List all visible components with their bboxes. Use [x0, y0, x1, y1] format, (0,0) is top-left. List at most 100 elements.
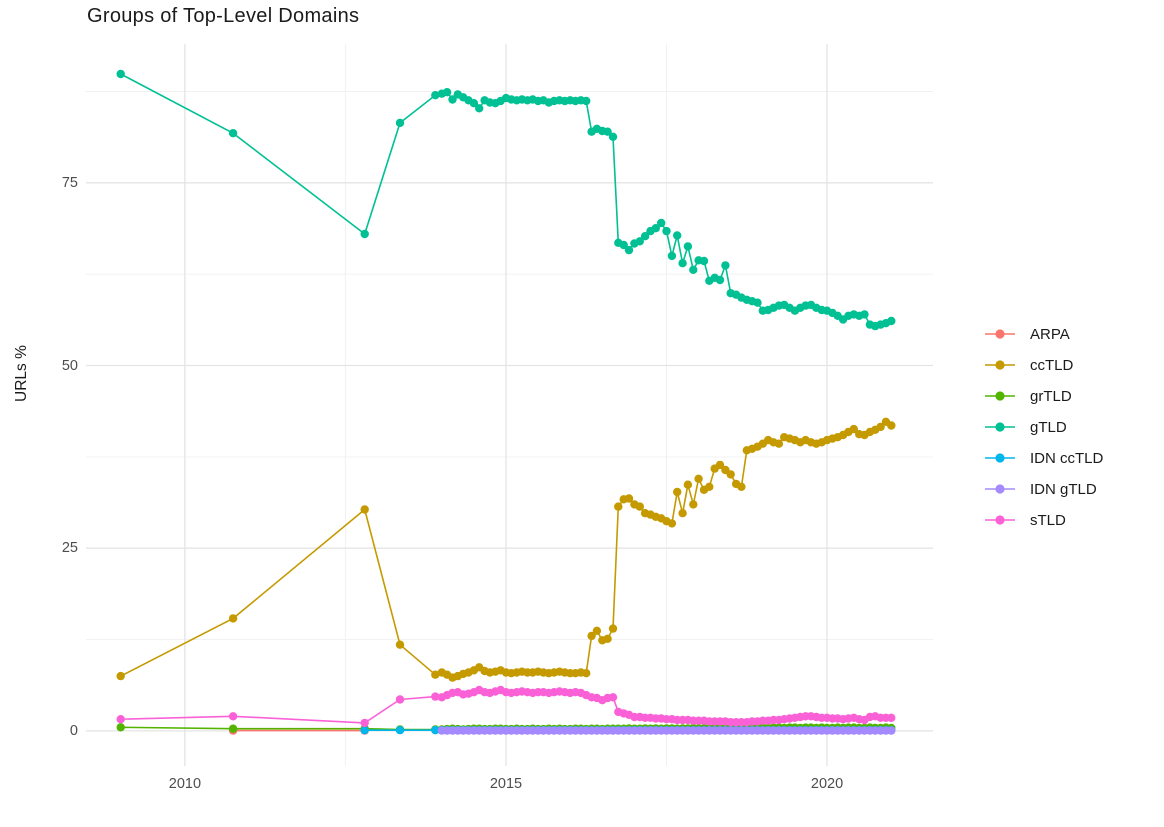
legend-item-grtld: grTLD	[984, 385, 1103, 407]
data-point	[228, 712, 238, 721]
data-point	[726, 470, 735, 479]
legend-key-icon	[985, 422, 1015, 432]
data-point	[582, 669, 591, 678]
legend-key-point	[995, 484, 1005, 494]
x-tick-label: 2015	[489, 776, 523, 792]
legend-label: ccTLD	[1030, 356, 1074, 374]
data-point	[683, 242, 693, 251]
data-point	[721, 261, 730, 270]
data-point	[876, 422, 885, 432]
data-point	[635, 237, 644, 246]
chart-title: Groups of Top-Level Domains	[87, 5, 360, 27]
legend-label: sTLD	[1030, 511, 1066, 529]
legend-label: grTLD	[1030, 387, 1072, 405]
legend-item-idn-cctld: IDN ccTLD	[984, 447, 1103, 469]
series-gtld-points	[116, 69, 896, 331]
data-point	[667, 251, 677, 261]
data-point	[442, 88, 452, 97]
data-point	[849, 424, 858, 434]
data-point	[689, 265, 698, 274]
series-cctld-points	[116, 417, 896, 682]
legend-label: ARPA	[1030, 325, 1070, 343]
y-tick-label: 75	[61, 174, 78, 191]
data-point	[582, 96, 591, 106]
data-point	[887, 421, 896, 430]
data-point	[887, 316, 896, 326]
data-point	[678, 259, 687, 268]
y-tick-label: 25	[61, 540, 78, 557]
legend-item-stld: sTLD	[984, 509, 1103, 531]
data-point	[395, 640, 405, 649]
legend-key-icon	[985, 391, 1015, 401]
data-point	[395, 695, 405, 704]
data-point	[587, 631, 596, 641]
data-point	[657, 218, 666, 228]
data-point	[673, 487, 682, 497]
data-point	[694, 474, 703, 483]
data-point	[737, 482, 746, 491]
data-point	[673, 231, 682, 240]
data-point	[608, 624, 618, 633]
data-point	[699, 256, 709, 266]
y-axis-title: URLs %	[13, 345, 30, 402]
data-point	[753, 298, 762, 307]
data-point	[678, 509, 687, 518]
legend-key-point	[995, 360, 1005, 370]
x-tick-label: 2010	[168, 776, 202, 792]
gridlines-minor	[86, 44, 933, 766]
legend-key-point	[995, 391, 1005, 401]
y-tick-label: 50	[61, 357, 78, 374]
legend-key-icon	[985, 515, 1015, 525]
series-stld-points	[116, 685, 896, 728]
data-point	[360, 726, 369, 735]
data-point	[469, 99, 479, 108]
data-point	[608, 693, 618, 702]
data-point	[360, 229, 369, 239]
data-point	[116, 723, 125, 732]
legend-item-arpa: ARPA	[984, 323, 1103, 345]
legend-item-idn-gtld: IDN gTLD	[984, 478, 1103, 500]
data-point	[360, 718, 369, 728]
legend-item-cctld: ccTLD	[984, 354, 1103, 376]
data-point	[431, 692, 440, 701]
data-point	[614, 502, 623, 511]
data-point	[228, 614, 238, 623]
data-point	[592, 626, 602, 635]
data-point	[360, 505, 369, 514]
data-point	[448, 95, 457, 104]
data-point	[431, 91, 440, 100]
data-point	[228, 129, 238, 138]
legend-key-point	[995, 515, 1005, 525]
data-point	[395, 118, 405, 128]
data-point	[683, 480, 693, 489]
data-point	[887, 713, 896, 722]
legend-label: gTLD	[1030, 418, 1067, 436]
legend-item-gtld: gTLD	[984, 416, 1103, 438]
data-point	[431, 670, 440, 679]
legend-key-point	[995, 329, 1005, 339]
data-point	[705, 482, 714, 491]
data-point	[887, 726, 896, 735]
legend-label: IDN ccTLD	[1030, 449, 1104, 467]
legend-key-icon	[985, 360, 1015, 370]
data-point	[774, 439, 784, 448]
series-idn-gtld-points	[437, 726, 896, 735]
legend: ARPA ccTLD grTLD gTLD IDN ccTLD IDN gTLD sTLD	[984, 323, 1103, 540]
data-point	[116, 671, 125, 681]
data-point	[475, 104, 484, 113]
data-point	[860, 310, 869, 319]
gridlines-major	[86, 44, 933, 766]
legend-key-icon	[985, 453, 1015, 463]
data-point	[715, 275, 725, 285]
data-point	[608, 132, 618, 141]
data-point	[619, 240, 628, 250]
data-point	[395, 726, 405, 735]
data-point	[624, 245, 634, 255]
data-point	[667, 519, 677, 528]
data-point	[603, 127, 612, 136]
data-point	[640, 232, 650, 241]
data-point	[689, 500, 698, 509]
series-points	[116, 69, 896, 735]
